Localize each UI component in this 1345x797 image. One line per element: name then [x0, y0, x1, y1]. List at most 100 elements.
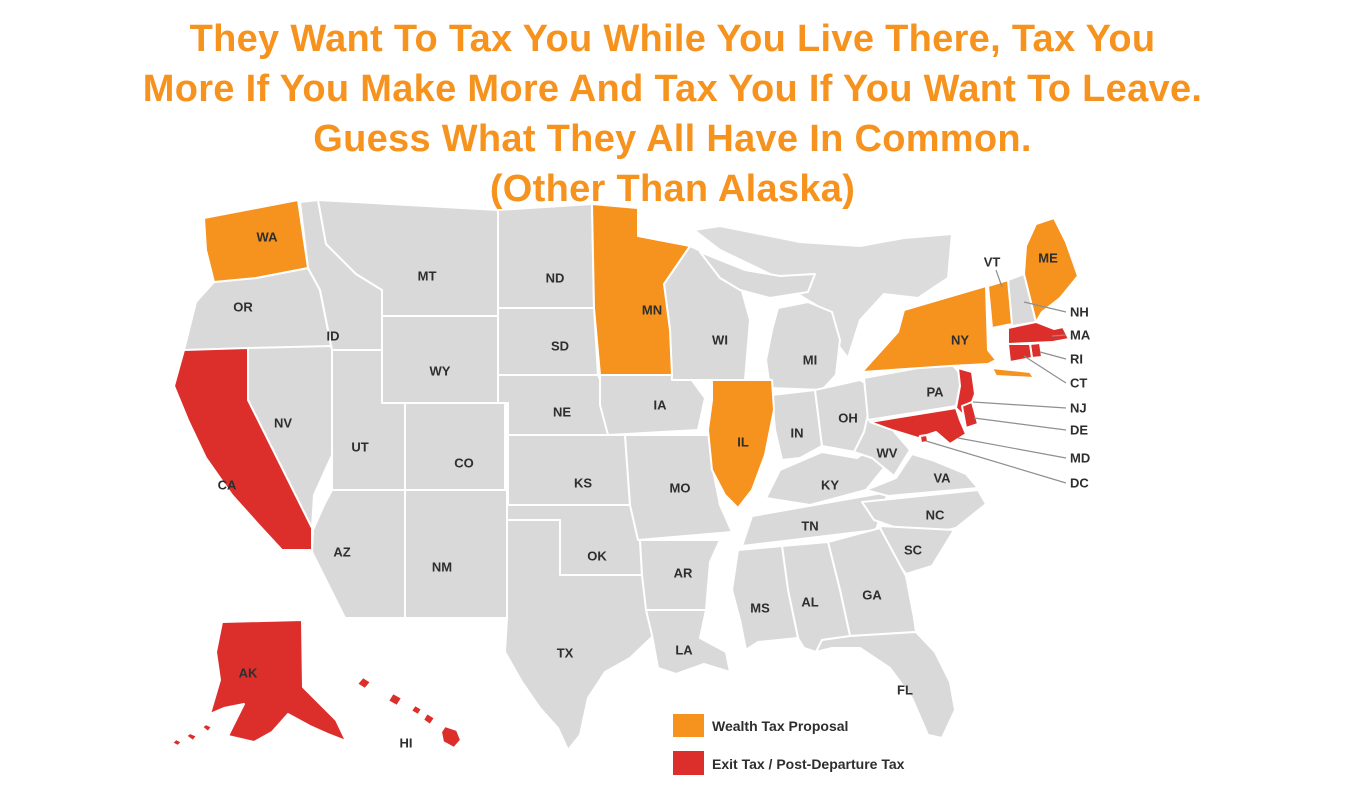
state-MA — [1007, 321, 1070, 345]
state-label-NM: NM — [432, 560, 452, 575]
leader-line-MA — [1051, 334, 1067, 337]
state-NM — [404, 489, 508, 619]
state-label-ME: ME — [1038, 251, 1058, 266]
state-VA — [865, 453, 979, 497]
state-label-KY: KY — [821, 478, 839, 493]
states-layer — [171, 199, 1079, 751]
leader-line-DE — [973, 417, 1067, 431]
state-label-CA: CA — [218, 478, 237, 493]
state-label-IA: IA — [654, 398, 668, 413]
state-label-OR: OR — [233, 300, 253, 315]
legend-label-wealth-tax: Wealth Tax Proposal — [712, 718, 848, 734]
state-label-MT: MT — [418, 269, 437, 284]
state-FL — [815, 631, 956, 739]
state-NY — [861, 285, 1035, 379]
state-AK — [171, 619, 347, 747]
state-label-NV: NV — [274, 416, 292, 431]
state-label-AL: AL — [801, 595, 818, 610]
leader-line-DC — [925, 440, 1067, 484]
state-label-KS: KS — [574, 476, 592, 491]
state-AZ — [311, 489, 406, 619]
state-LA — [645, 609, 731, 675]
state-label-VT: VT — [984, 255, 1001, 270]
title-line-1: They Want To Tax You While You Live Ther… — [189, 18, 1156, 60]
callout-label-RI: RI — [1070, 352, 1083, 367]
state-label-OH: OH — [838, 411, 858, 426]
state-WY — [381, 315, 499, 404]
state-MS — [731, 545, 799, 651]
state-label-IN: IN — [791, 426, 804, 441]
state-label-WI: WI — [712, 333, 728, 348]
callout-label-DC: DC — [1070, 476, 1089, 491]
state-SD — [497, 307, 599, 376]
state-label-TN: TN — [801, 519, 818, 534]
legend: Wealth Tax Proposal Exit Tax / Post-Depa… — [673, 714, 905, 775]
state-label-MI: MI — [803, 353, 817, 368]
state-CA — [173, 347, 313, 551]
state-label-OK: OK — [587, 549, 607, 564]
state-label-HI: HI — [400, 736, 413, 751]
state-label-ID: ID — [327, 329, 340, 344]
callout-label-DE: DE — [1070, 423, 1088, 438]
state-WA — [203, 199, 309, 283]
page-title: They Want To Tax You While You Live Ther… — [0, 14, 1345, 214]
state-ME — [1023, 217, 1079, 323]
callout-label-CT: CT — [1070, 376, 1087, 391]
state-CO — [404, 402, 506, 491]
leader-line-CT — [1023, 355, 1067, 384]
state-IA — [599, 374, 706, 436]
state-label-SC: SC — [904, 543, 923, 558]
state-HI — [356, 676, 462, 749]
state-label-ND: ND — [546, 271, 565, 286]
state-label-AZ: AZ — [333, 545, 350, 560]
state-label-VA: VA — [933, 471, 951, 486]
state-label-IL: IL — [737, 435, 749, 450]
state-label-MN: MN — [642, 303, 662, 318]
title-line-3: Guess What They All Have In Common. — [313, 118, 1032, 160]
state-DE — [961, 401, 979, 429]
state-MN — [591, 203, 691, 376]
state-labels-layer: OR NV ID MT WY UT CO AZ NM ND SD NE KS OK TX IA MO AR LA WI… — [218, 230, 1091, 751]
title-line-2: More If You Make More And Tax You If You… — [142, 68, 1203, 110]
state-label-MS: MS — [750, 601, 770, 616]
legend-swatch-wealth-tax — [673, 714, 704, 737]
callout-label-NJ: NJ — [1070, 401, 1087, 416]
leader-line-RI — [1039, 351, 1067, 360]
state-label-TX: TX — [557, 646, 574, 661]
leader-line-NH — [1023, 301, 1067, 313]
state-ND — [497, 203, 595, 309]
state-label-PA: PA — [926, 385, 944, 400]
state-OR — [183, 267, 333, 351]
state-IL — [707, 379, 775, 509]
us-states-map: OR NV ID MT WY UT CO AZ NM ND SD NE KS OK TX IA MO AR LA WI… — [171, 199, 1091, 775]
leader-lines-layer — [925, 269, 1067, 484]
leader-line-NJ — [972, 401, 1067, 409]
leader-line-MD — [957, 437, 1067, 459]
legend-swatch-exit-tax — [673, 751, 704, 775]
state-MI — [699, 251, 841, 391]
state-label-NY: NY — [951, 333, 969, 348]
state-label-NC: NC — [926, 508, 945, 523]
state-label-WV: WV — [877, 446, 898, 461]
state-label-AK: AK — [239, 666, 258, 681]
callout-label-NH: NH — [1070, 305, 1089, 320]
state-VT — [987, 279, 1013, 329]
leader-line-VT — [995, 269, 1003, 288]
state-label-FL: FL — [897, 683, 913, 698]
state-MD — [869, 407, 967, 445]
legend-label-exit-tax: Exit Tax / Post-Departure Tax — [712, 756, 905, 772]
state-NC — [861, 489, 987, 537]
state-label-UT: UT — [351, 440, 368, 455]
callout-label-MD: MD — [1070, 451, 1090, 466]
state-label-AR: AR — [674, 566, 693, 581]
state-label-SD: SD — [551, 339, 569, 354]
state-label-MO: MO — [670, 481, 691, 496]
state-WV — [853, 413, 911, 477]
state-label-GA: GA — [862, 588, 882, 603]
state-TX — [504, 519, 655, 751]
state-label-NE: NE — [553, 405, 571, 420]
state-label-LA: LA — [675, 643, 693, 658]
state-label-WY: WY — [430, 364, 451, 379]
state-label-CO: CO — [454, 456, 474, 471]
